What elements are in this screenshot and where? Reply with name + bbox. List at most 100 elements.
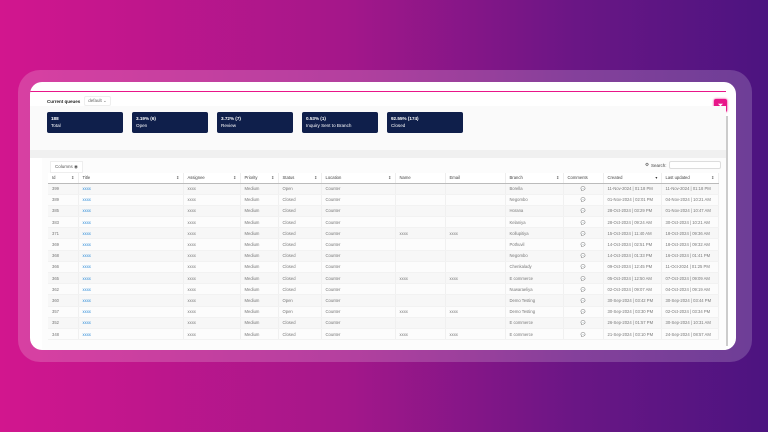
- table-cell: Medium: [240, 328, 279, 341]
- table-cell: Counter: [321, 294, 396, 307]
- sort-icon: ⇕: [70, 175, 75, 181]
- column-header[interactable]: Name: [395, 173, 446, 184]
- stat-card-inquiry[interactable]: 0.53% (1) Inquiry Sent to Branch: [302, 112, 378, 133]
- ticket-title-link[interactable]: xxxx: [78, 306, 184, 318]
- table-cell: Counter: [321, 250, 396, 262]
- table-row[interactable]: 348 xxxx xxxx Medium Closed Counter xxxx xxxx E …: [48, 328, 719, 341]
- filter-icon: ⏷: [717, 101, 724, 109]
- table-cell: 352: [48, 317, 79, 329]
- table-row[interactable]: 369 xxxx xxxx Medium Closed Counter Pothuvil 💬 1…: [48, 238, 719, 251]
- table-cell: 366: [48, 261, 79, 274]
- column-header[interactable]: Location ⇕: [321, 173, 396, 184]
- sort-icon: ▾: [655, 175, 658, 181]
- comments-icon[interactable]: 💬: [563, 328, 604, 341]
- column-header[interactable]: Id ⇕: [48, 173, 79, 184]
- table-cell: Closed: [278, 216, 322, 229]
- table-row[interactable]: 362 xxxx xxxx Medium Closed Counter Nuwaraeliy…: [48, 283, 719, 296]
- stat-card-closed[interactable]: 92.55% (174) Closed: [387, 112, 463, 133]
- ticket-title-link[interactable]: xxxx: [78, 183, 184, 195]
- stat-label: Total: [51, 123, 61, 128]
- ticket-title-link[interactable]: xxxx: [78, 261, 184, 274]
- queue-dropdown[interactable]: default ⌄: [84, 96, 111, 106]
- table-cell: Pothuvil: [505, 238, 564, 251]
- ticket-title-link[interactable]: xxxx: [78, 272, 184, 285]
- table-cell: xxxx: [395, 227, 446, 240]
- table-cell: 357: [48, 306, 79, 318]
- comments-icon[interactable]: 💬: [563, 306, 604, 318]
- stat-card-open[interactable]: 3.19% (6) Open: [132, 112, 208, 133]
- comments-icon[interactable]: 💬: [563, 250, 604, 262]
- table-cell: 369: [48, 238, 79, 251]
- comments-icon[interactable]: 💬: [563, 283, 604, 296]
- table-row[interactable]: 371 xxxx xxxx Medium Closed Counter xxxx xxxx Ko…: [48, 227, 719, 240]
- table-row[interactable]: 385 xxxx xxxx Medium Closed Counter Horana 💬 28-…: [48, 205, 719, 218]
- comments-icon[interactable]: 💬: [563, 194, 604, 206]
- table-row[interactable]: 383 xxxx xxxx Medium Closed Counter Kelaniya 💬 2…: [48, 216, 719, 229]
- ticket-title-link[interactable]: xxxx: [78, 205, 184, 218]
- ticket-title-link[interactable]: xxxx: [78, 250, 184, 262]
- ticket-title-link[interactable]: xxxx: [78, 283, 184, 296]
- column-header[interactable]: Last updated ⇕: [661, 173, 719, 184]
- column-header[interactable]: Comments: [563, 173, 604, 184]
- table-cell: 11-Nov-2024 | 01:18 PM: [661, 183, 719, 195]
- table-row[interactable]: 389 xxxx xxxx Medium Closed Counter Negombo 💬 01…: [48, 194, 719, 206]
- column-header[interactable]: Status ⇕: [278, 173, 322, 184]
- table-cell: Medium: [240, 227, 279, 240]
- comments-icon[interactable]: 💬: [563, 272, 604, 285]
- table-cell: 05-Oct-2024 | 12:50 AM: [603, 272, 662, 285]
- stat-value: 3.72% (7): [221, 116, 241, 121]
- comments-icon[interactable]: 💬: [563, 294, 604, 307]
- stat-value: 92.55% (174): [391, 116, 419, 121]
- search-input[interactable]: [668, 161, 721, 169]
- comments-icon[interactable]: 💬: [563, 238, 604, 251]
- table-cell: 18-Oct-2024 | 09:36 AM: [661, 227, 719, 240]
- ticket-title-link[interactable]: xxxx: [78, 328, 184, 341]
- table-cell: xxxx: [183, 238, 241, 251]
- sort-icon: ⇕: [270, 175, 275, 181]
- comments-icon[interactable]: 💬: [563, 216, 604, 229]
- stat-card-total[interactable]: 188 Total: [47, 112, 123, 133]
- column-header[interactable]: Title ⇕: [78, 173, 184, 184]
- ticket-title-link[interactable]: xxxx: [78, 317, 184, 329]
- table-row[interactable]: 399 xxxx xxxx Medium Open Counter Borella 💬 11-N…: [48, 183, 719, 195]
- column-header[interactable]: Email: [445, 173, 506, 184]
- table-cell: xxxx: [183, 328, 241, 341]
- table-cell: 26-Sep-2024 | 01:57 PM: [603, 317, 662, 329]
- ticket-title-link[interactable]: xxxx: [78, 294, 184, 307]
- comments-icon[interactable]: 💬: [563, 205, 604, 218]
- ticket-title-link[interactable]: xxxx: [78, 227, 184, 240]
- ticket-title-link[interactable]: xxxx: [78, 216, 184, 229]
- stat-card-review[interactable]: 3.72% (7) Review: [217, 112, 293, 133]
- table-cell: Medium: [240, 238, 279, 251]
- comments-icon[interactable]: 💬: [563, 317, 604, 329]
- table-row[interactable]: 368 xxxx xxxx Medium Closed Counter Negombo 💬 14…: [48, 250, 719, 262]
- ticket-title-link[interactable]: xxxx: [78, 238, 184, 251]
- comments-icon[interactable]: 💬: [563, 227, 604, 240]
- scrollbar[interactable]: [726, 116, 728, 346]
- table-row[interactable]: 357 xxxx xxxx Medium Open Counter xxxx xxxx Demo…: [48, 306, 719, 318]
- table-row[interactable]: 365 xxxx xxxx Medium Closed Counter xxxx xxxx E …: [48, 272, 719, 285]
- comments-icon[interactable]: 💬: [563, 183, 604, 195]
- ticket-title-link[interactable]: xxxx: [78, 194, 184, 206]
- table-cell: 30-Sep-2024 | 03:42 PM: [603, 294, 662, 307]
- tickets-table-panel: Columns ◉ ⚙ Search: Id ⇕ Title ⇕ Assignee ⇕ Pri…: [42, 158, 726, 350]
- table-cell: Counter: [321, 306, 396, 318]
- columns-button[interactable]: Columns ◉: [50, 161, 83, 173]
- queue-label: Current queues: [47, 98, 81, 104]
- table-row[interactable]: 360 xxxx xxxx Medium Open Counter Demo Testing…: [48, 294, 719, 307]
- column-header[interactable]: Branch ⇕: [505, 173, 564, 184]
- table-cell: xxxx: [183, 227, 241, 240]
- column-header[interactable]: Priority ⇕: [240, 173, 279, 184]
- table-cell: 18-Oct-2024 | 09:32 AM: [661, 238, 719, 251]
- column-header[interactable]: Created ▾: [603, 173, 662, 184]
- table-cell: [395, 283, 446, 296]
- column-header-label: Name: [399, 175, 411, 181]
- table-header-row: Id ⇕ Title ⇕ Assignee ⇕ Priority ⇕ Status ⇕ Locati…: [48, 173, 719, 184]
- table-row[interactable]: 366 xxxx xxxx Medium Closed Counter Chenkalady…: [48, 261, 719, 274]
- table-row[interactable]: 352 xxxx xxxx Medium Closed Counter E commerce…: [48, 317, 719, 329]
- table-cell: 30-Oct-2024 | 10:21 AM: [661, 216, 719, 229]
- column-header[interactable]: Assignee ⇕: [183, 173, 241, 184]
- column-header-label: Id: [52, 175, 56, 181]
- comments-icon[interactable]: 💬: [563, 261, 604, 274]
- table-cell: Kelaniya: [505, 216, 564, 229]
